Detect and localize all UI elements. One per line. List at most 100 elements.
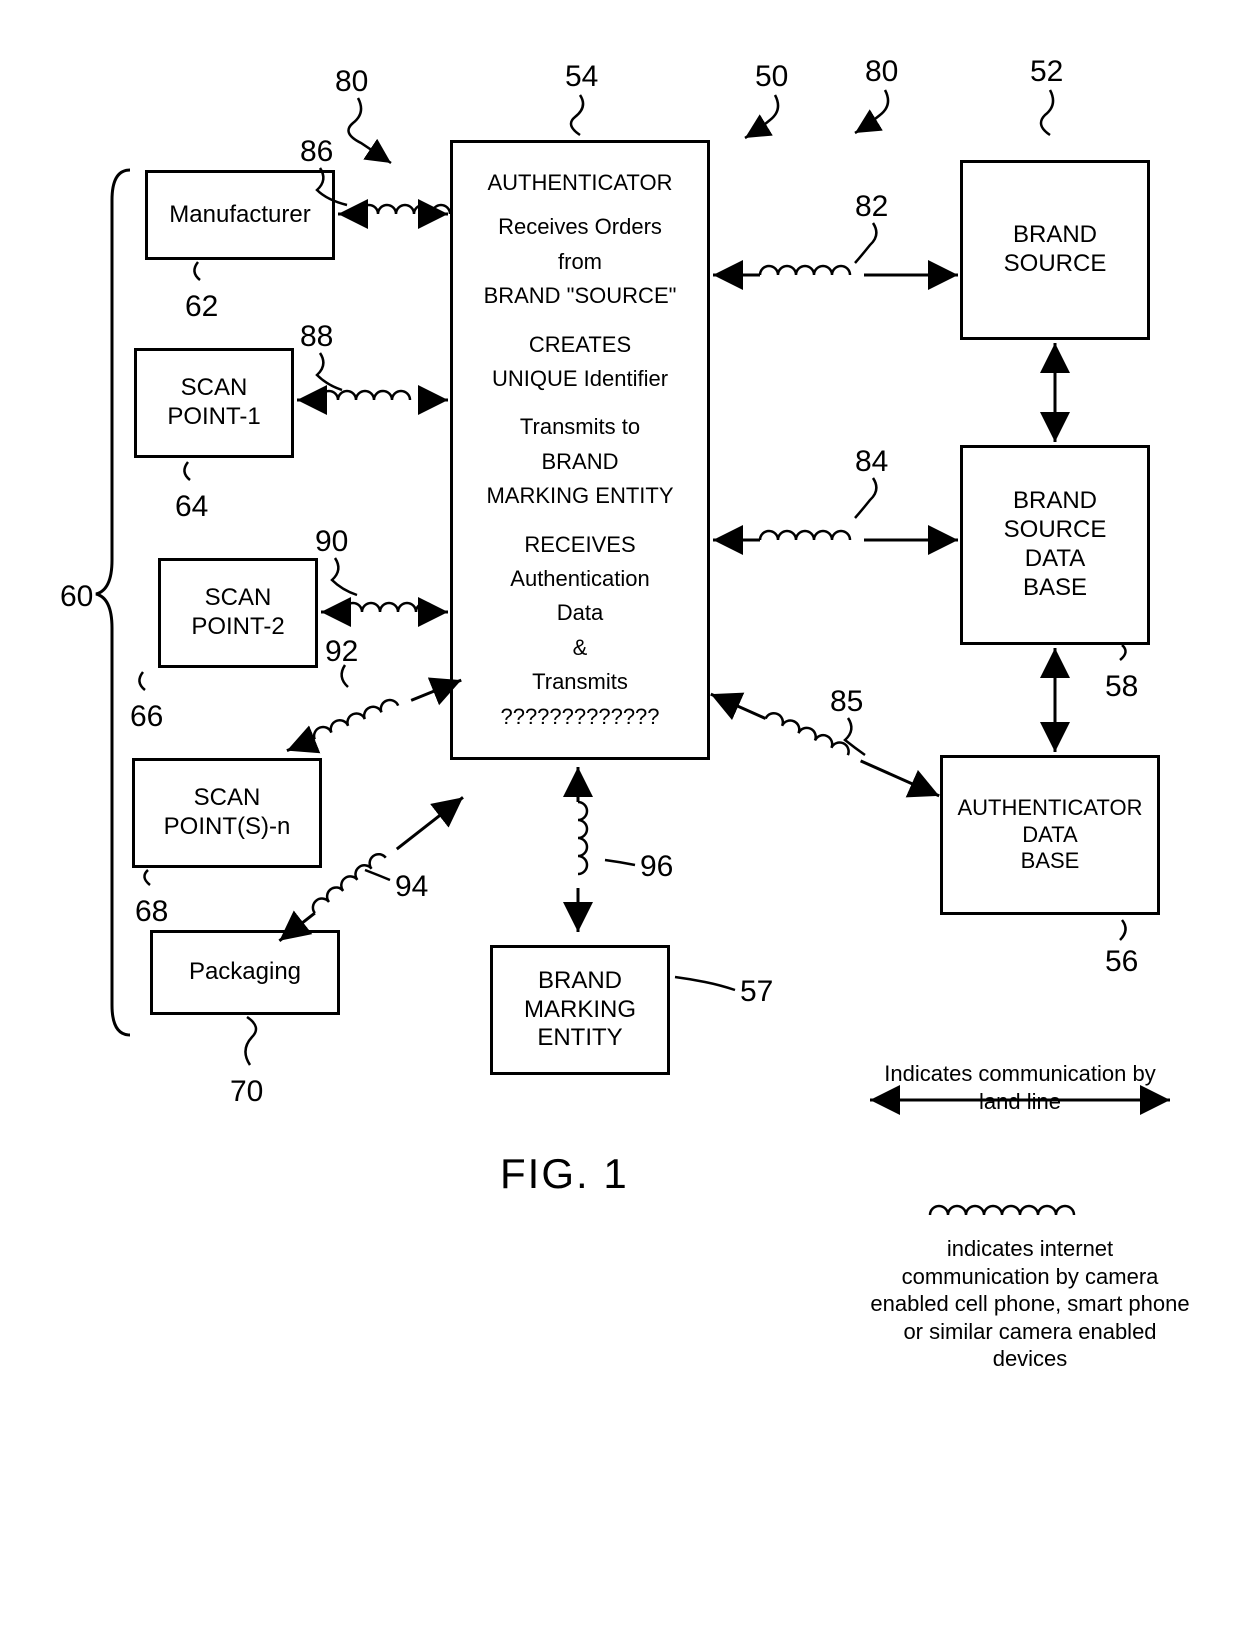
curly-brace-icon (96, 170, 130, 1035)
ref-96: 96 (640, 850, 673, 884)
auth-l14: ????????????? (500, 704, 659, 730)
ref-56: 56 (1105, 945, 1138, 979)
bsdb-l2: SOURCE (1004, 516, 1107, 545)
scan1-l2: POINT-1 (167, 403, 260, 432)
scan-point-n-box: SCAN POINT(S)-n (132, 758, 322, 868)
ref-85: 85 (830, 685, 863, 719)
scan2-l2: POINT-2 (191, 613, 284, 642)
squiggle-80a (349, 98, 392, 163)
squiggle-66 (139, 672, 145, 690)
brand-source-db-box: BRAND SOURCE DATA BASE (960, 445, 1150, 645)
legend-landline: Indicates communication by land line (870, 1060, 1170, 1115)
authenticator-box: AUTHENTICATOR Receives Orders from BRAND… (450, 140, 710, 760)
ref-68: 68 (135, 895, 168, 929)
ref-64: 64 (175, 490, 208, 524)
legend-landline-text: Indicates communication by land line (884, 1061, 1155, 1114)
scan2-l1: SCAN (205, 584, 272, 613)
coil-92 (284, 672, 462, 751)
auth-l12: & (573, 635, 588, 661)
auth-l1: Receives Orders (498, 214, 662, 240)
auth-l3: BRAND "SOURCE" (484, 283, 677, 309)
coil-96 (578, 767, 587, 932)
scann-l2: POINT(S)-n (164, 813, 291, 842)
bsdb-l1: BRAND (1013, 487, 1097, 516)
auth-l4: CREATES (529, 332, 631, 358)
authenticator-db-box: AUTHENTICATOR DATA BASE (940, 755, 1160, 915)
auth-l10: Authentication (510, 566, 649, 592)
bme-l3: ENTITY (537, 1024, 622, 1053)
ref-86: 86 (300, 135, 333, 169)
ref-92: 92 (325, 635, 358, 669)
squiggle-56 (1120, 920, 1126, 940)
coil-86 (338, 205, 450, 214)
auth-l9: RECEIVES (524, 532, 635, 558)
legend-internet-text: indicates internet communication by came… (870, 1236, 1189, 1371)
bs-l1: BRAND (1013, 221, 1097, 250)
scan-point-2-box: SCAN POINT-2 (158, 558, 318, 668)
ref-58: 58 (1105, 670, 1138, 704)
auth-l8: MARKING ENTITY (486, 483, 673, 509)
auth-title: AUTHENTICATOR (488, 170, 673, 196)
coil-84 (713, 531, 958, 540)
packaging-label: Packaging (189, 958, 301, 987)
bme-l2: MARKING (524, 996, 636, 1025)
auth-l7: BRAND (541, 449, 618, 475)
manufacturer-label: Manufacturer (169, 201, 310, 230)
bsdb-l4: BASE (1023, 574, 1087, 603)
auth-l6: Transmits to (520, 414, 640, 440)
squiggle-80b (855, 90, 888, 133)
bs-l2: SOURCE (1004, 250, 1107, 279)
ref-57: 57 (740, 975, 773, 1009)
squiggle-68 (144, 870, 150, 885)
scan1-l1: SCAN (181, 374, 248, 403)
ref-84: 84 (855, 445, 888, 479)
squiggle-50 (745, 95, 778, 138)
coil-82 (713, 266, 958, 275)
legend-coil (930, 1206, 1074, 1215)
squiggle-94 (365, 870, 390, 880)
squiggle-88 (317, 353, 342, 390)
packaging-box: Packaging (150, 930, 340, 1015)
ref-54: 54 (565, 60, 598, 94)
auth-l2: from (558, 249, 602, 275)
ref-52: 52 (1030, 55, 1063, 89)
brand-marking-entity-box: BRAND MARKING ENTITY (490, 945, 670, 1075)
ref-80b: 80 (865, 55, 898, 89)
ref-94: 94 (395, 870, 428, 904)
squiggle-90 (332, 558, 357, 595)
squiggle-84 (855, 478, 876, 518)
squiggle-64 (184, 462, 190, 480)
adb-l3: BASE (1021, 848, 1080, 874)
squiggle-58 (1120, 645, 1126, 660)
scann-l1: SCAN (194, 784, 261, 813)
ref-88: 88 (300, 320, 333, 354)
ref-66: 66 (130, 700, 163, 734)
auth-l11: Data (557, 600, 603, 626)
ref-80a: 80 (335, 65, 368, 99)
auth-l5: UNIQUE Identifier (492, 366, 668, 392)
ref-60: 60 (60, 580, 93, 614)
auth-l13: Transmits (532, 669, 628, 695)
brand-source-box: BRAND SOURCE (960, 160, 1150, 340)
squiggle-70 (245, 1017, 256, 1065)
bme-l1: BRAND (538, 967, 622, 996)
manufacturer-box: Manufacturer (145, 170, 335, 260)
squiggle-85 (845, 718, 865, 755)
ref-70: 70 (230, 1075, 263, 1109)
squiggle-57 (675, 977, 735, 990)
squiggle-96 (605, 860, 635, 865)
ref-90: 90 (315, 525, 348, 559)
coil-85 (711, 686, 943, 796)
legend-internet: indicates internet communication by came… (870, 1235, 1190, 1373)
squiggle-54 (571, 95, 583, 135)
bsdb-l3: DATA (1025, 545, 1085, 574)
squiggle-52 (1041, 90, 1053, 135)
squiggle-82 (855, 223, 876, 263)
scan-point-1-box: SCAN POINT-1 (134, 348, 294, 458)
ref-82: 82 (855, 190, 888, 224)
coil-88 (297, 391, 448, 400)
coil-90 (321, 603, 448, 612)
squiggle-62 (194, 262, 200, 280)
figure-title: FIG. 1 (500, 1150, 629, 1198)
adb-l1: AUTHENTICATOR (958, 795, 1143, 821)
